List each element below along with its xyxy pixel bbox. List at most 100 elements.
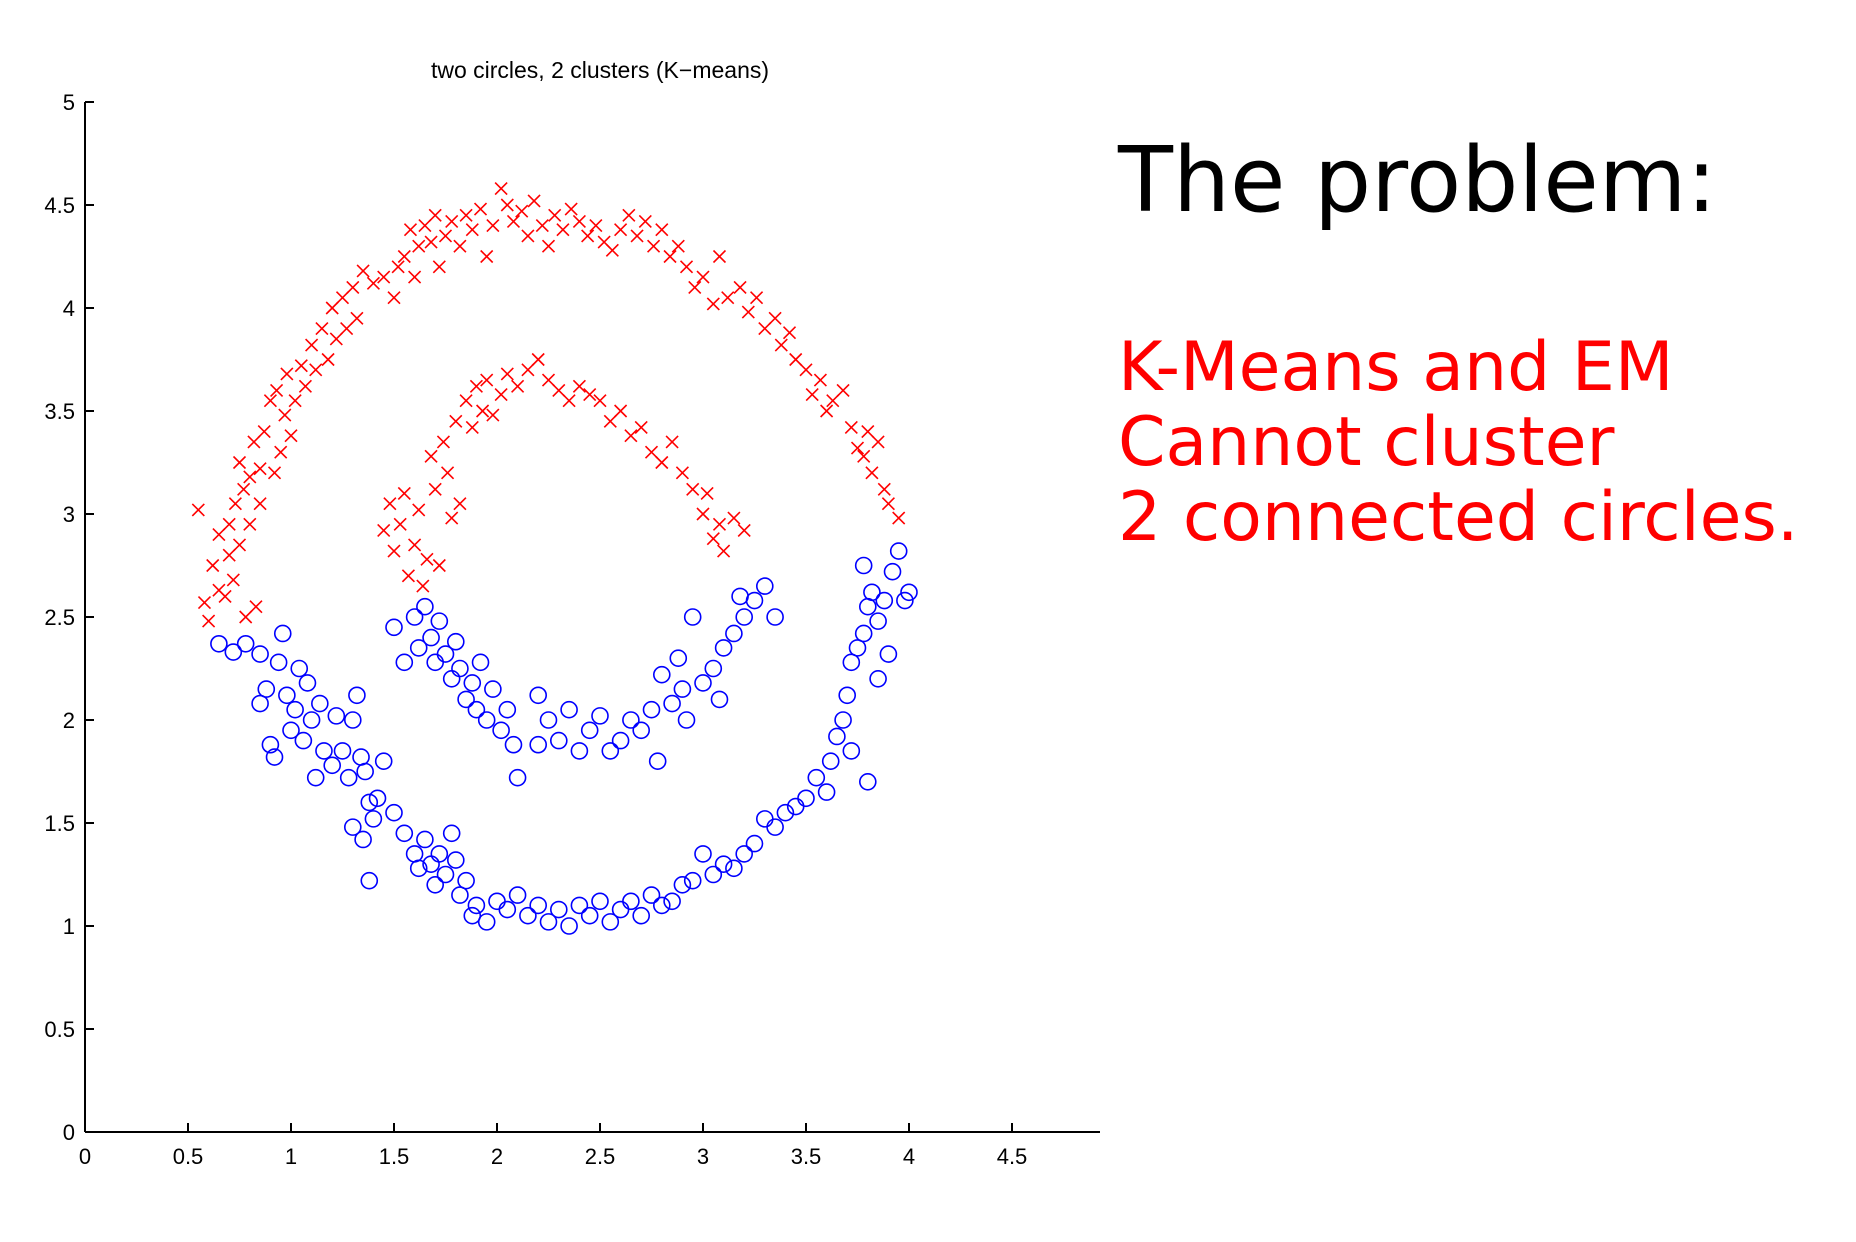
circle-point bbox=[642, 886, 661, 904]
circle-point bbox=[294, 731, 313, 750]
cross-point bbox=[305, 338, 319, 352]
circle-point bbox=[273, 624, 292, 643]
circle-point bbox=[430, 845, 449, 863]
cross-point bbox=[727, 511, 741, 525]
circle-point bbox=[508, 768, 527, 787]
cross-point bbox=[638, 214, 652, 229]
cross-point bbox=[877, 482, 891, 496]
circle-point bbox=[694, 674, 712, 692]
cross-point bbox=[593, 394, 607, 408]
circle-point bbox=[426, 653, 445, 672]
circle-point bbox=[755, 577, 774, 595]
x-tick-label: 0.5 bbox=[173, 1144, 204, 1169]
cross-point bbox=[686, 482, 700, 496]
cross-point bbox=[768, 311, 782, 325]
cross-point bbox=[459, 394, 473, 408]
cross-point bbox=[288, 394, 302, 408]
circle-point bbox=[519, 906, 537, 925]
circle-point bbox=[731, 587, 749, 606]
cross-point bbox=[581, 229, 595, 243]
cross-point bbox=[706, 297, 720, 311]
cross-point bbox=[449, 414, 463, 428]
circle-point bbox=[360, 871, 379, 890]
cross-point bbox=[712, 517, 727, 531]
circle-point bbox=[385, 618, 403, 637]
circle-point bbox=[467, 896, 486, 915]
circle-point bbox=[863, 583, 881, 602]
cross-point bbox=[445, 214, 459, 229]
cross-point bbox=[655, 455, 669, 470]
circle-point bbox=[714, 639, 733, 657]
cross-point bbox=[671, 239, 685, 253]
cross-point bbox=[679, 260, 694, 274]
cross-point bbox=[197, 596, 212, 610]
circle-point bbox=[714, 855, 733, 874]
cross-point bbox=[416, 579, 430, 593]
y-tick-label: 2 bbox=[63, 708, 75, 733]
cross-point bbox=[486, 408, 500, 422]
cross-point bbox=[397, 249, 411, 264]
circle-point bbox=[298, 674, 317, 692]
circle-point bbox=[694, 845, 712, 863]
cross-point bbox=[531, 352, 545, 367]
circle-point bbox=[395, 653, 414, 672]
circle-point bbox=[422, 628, 440, 647]
x-tick-label: 1.5 bbox=[379, 1144, 410, 1169]
cross-point bbox=[675, 466, 689, 480]
circle-point bbox=[601, 742, 620, 760]
cross-point bbox=[712, 249, 727, 264]
circle-point bbox=[210, 634, 228, 653]
cross-point bbox=[696, 507, 710, 521]
slide-heading: The problem: bbox=[1118, 128, 1717, 233]
circle-point bbox=[745, 591, 764, 610]
cross-point bbox=[294, 359, 308, 373]
slide-body-line-3: 2 connected circles. bbox=[1118, 478, 1799, 557]
cross-point bbox=[564, 202, 578, 216]
circle-point bbox=[580, 906, 599, 925]
circle-point bbox=[632, 906, 651, 925]
circle-point bbox=[416, 830, 434, 849]
circle-point bbox=[622, 892, 640, 911]
cross-point bbox=[377, 270, 391, 284]
cross-point bbox=[634, 420, 648, 435]
cross-point bbox=[527, 194, 541, 208]
cross-point bbox=[432, 260, 446, 274]
cross-point bbox=[408, 270, 422, 284]
cross-point bbox=[222, 548, 236, 562]
circle-point bbox=[560, 700, 578, 719]
chart-title: two circles, 2 clusters (K−means) bbox=[431, 57, 769, 83]
circle-point bbox=[278, 686, 296, 705]
cross-point bbox=[191, 503, 205, 517]
cross-point bbox=[459, 208, 473, 222]
cross-point bbox=[486, 219, 500, 233]
circle-point bbox=[269, 653, 288, 672]
circle-point bbox=[766, 608, 784, 626]
cross-point bbox=[226, 573, 240, 587]
cross-point bbox=[622, 208, 636, 222]
circle-point bbox=[442, 669, 461, 688]
circle-point bbox=[348, 686, 366, 705]
circle-point bbox=[828, 727, 846, 746]
cross-point bbox=[387, 544, 401, 558]
cross-point bbox=[377, 523, 391, 538]
circle-point bbox=[477, 711, 496, 729]
circle-point bbox=[343, 818, 362, 836]
cross-point bbox=[541, 373, 556, 387]
cross-point bbox=[663, 249, 677, 264]
circle-point bbox=[265, 748, 284, 766]
cross-point bbox=[799, 363, 813, 377]
cross-point bbox=[562, 394, 576, 408]
cross-point bbox=[646, 239, 661, 253]
circle-point bbox=[529, 686, 548, 705]
cross-point bbox=[335, 291, 350, 305]
circle-point bbox=[652, 896, 671, 915]
cross-point bbox=[232, 455, 247, 470]
cross-point bbox=[871, 435, 885, 449]
cross-point bbox=[572, 379, 586, 393]
cross-point bbox=[789, 352, 803, 367]
circle-point bbox=[735, 845, 754, 863]
circle-point bbox=[430, 612, 449, 630]
circle-point bbox=[442, 824, 461, 843]
circle-point bbox=[302, 711, 321, 729]
cross-point bbox=[500, 367, 514, 381]
